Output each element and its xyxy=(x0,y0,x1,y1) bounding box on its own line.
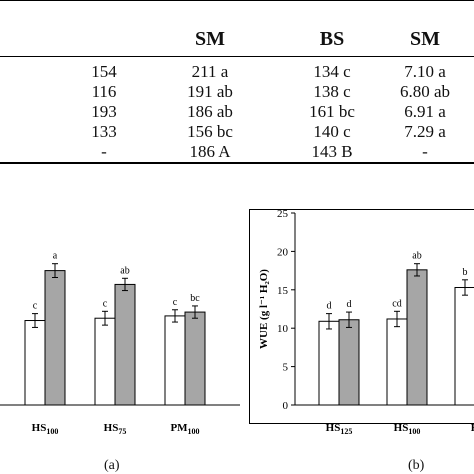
panel-label-b: (b) xyxy=(408,458,425,473)
significance-letter: d xyxy=(327,301,332,312)
table-cell-r4-c3: - xyxy=(422,142,428,161)
bar-chart-b: 0 5 10 15 20 25 WUE (g l⁻¹ H₂O) d d HS125 cd ab HS10… xyxy=(258,208,474,436)
table-cell-r1-c2: 138 c xyxy=(313,82,351,101)
bar-b-1-1 xyxy=(406,269,428,406)
table-cell-r1-c3: 6.80 ab xyxy=(399,82,451,101)
bar-b-0-0 xyxy=(318,320,340,406)
column-header-sm-2: SM xyxy=(410,28,440,50)
table-cell-r4-c0: - xyxy=(101,142,107,161)
column-header-bs: BS xyxy=(319,28,345,50)
table-cell-r3-c2: 140 c xyxy=(313,122,351,141)
table-cell-r1-c0: 116 xyxy=(91,82,117,101)
bar-a-0-1 xyxy=(44,270,66,406)
y-tick-label: 20 xyxy=(277,246,289,258)
table-cell-r2-c0: 193 xyxy=(91,102,117,121)
significance-letter: c xyxy=(103,298,108,309)
bar-b-1-0 xyxy=(386,318,408,406)
significance-letter: c xyxy=(33,301,38,312)
chart-b-frame xyxy=(249,209,474,424)
table-cell-r3-c3: 7.29 a xyxy=(404,122,446,141)
bar-a-2-0 xyxy=(164,315,186,406)
y-tick-label: 0 xyxy=(283,400,289,412)
table-top-rule xyxy=(0,0,474,1)
bar-a-2-1 xyxy=(184,311,206,406)
table-cell-r2-c3: 6.91 a xyxy=(404,102,446,121)
y-tick-label: 10 xyxy=(277,323,289,335)
bar-b-2-0 xyxy=(454,286,474,406)
significance-letter: a xyxy=(53,251,58,262)
significance-letter: cd xyxy=(392,298,401,309)
table-cell-r0-c2: 134 c xyxy=(313,62,351,81)
table-cell-r2-c2: 161 bc xyxy=(309,102,355,121)
significance-letter: bc xyxy=(190,293,200,304)
table-cell-r0-c1: 211 a xyxy=(191,62,229,81)
x-category-label: PM100 xyxy=(170,422,199,436)
table-cell-r0-c3: 7.10 a xyxy=(404,62,446,81)
bar-a-1-1 xyxy=(114,283,136,406)
y-tick-label: 5 xyxy=(283,362,289,374)
bar-b-0-1 xyxy=(338,319,360,406)
y-axis-label: WUE (g l⁻¹ H₂O) xyxy=(258,269,270,349)
x-category-label: HS100 xyxy=(394,422,421,436)
y-tick-label: 15 xyxy=(277,285,289,297)
significance-letter: d xyxy=(347,299,352,310)
bar-a-0-0 xyxy=(24,320,46,406)
significance-letter: b xyxy=(463,267,468,278)
table-cell-r4-c1: 186 A xyxy=(189,142,231,161)
table-cell-r0-c0: 154 xyxy=(91,62,117,81)
x-category-label: HS100 xyxy=(32,422,59,436)
table-header-rule xyxy=(0,56,474,57)
results-table: SM BS SM 154 211 a 134 c 7.10 a 116 191 ab 138… xyxy=(0,0,474,165)
table-cell-r1-c1: 191 ab xyxy=(187,82,233,101)
table-cell-r4-c2: 143 B xyxy=(311,142,353,161)
significance-letter: c xyxy=(173,297,178,308)
significance-letter: ab xyxy=(120,265,129,276)
y-tick-label: 25 xyxy=(277,208,289,220)
table-cell-r2-c1: 186 ab xyxy=(187,102,233,121)
table-bottom-rule xyxy=(0,162,474,164)
significance-letter: ab xyxy=(412,251,421,262)
table-cell-r3-c1: 156 bc xyxy=(187,122,233,141)
bar-chart-a: c a HS100 c ab HS75 c bc PM100 xyxy=(0,251,240,436)
column-header-sm: SM xyxy=(195,28,225,50)
x-category-label: HS125 xyxy=(326,422,353,436)
bar-a-1-0 xyxy=(94,317,116,406)
x-category-label: HS75 xyxy=(104,422,127,436)
table-cell-r3-c0: 133 xyxy=(91,122,117,141)
panel-label-a: (a) xyxy=(104,458,120,473)
x-category-label: H xyxy=(471,422,474,434)
